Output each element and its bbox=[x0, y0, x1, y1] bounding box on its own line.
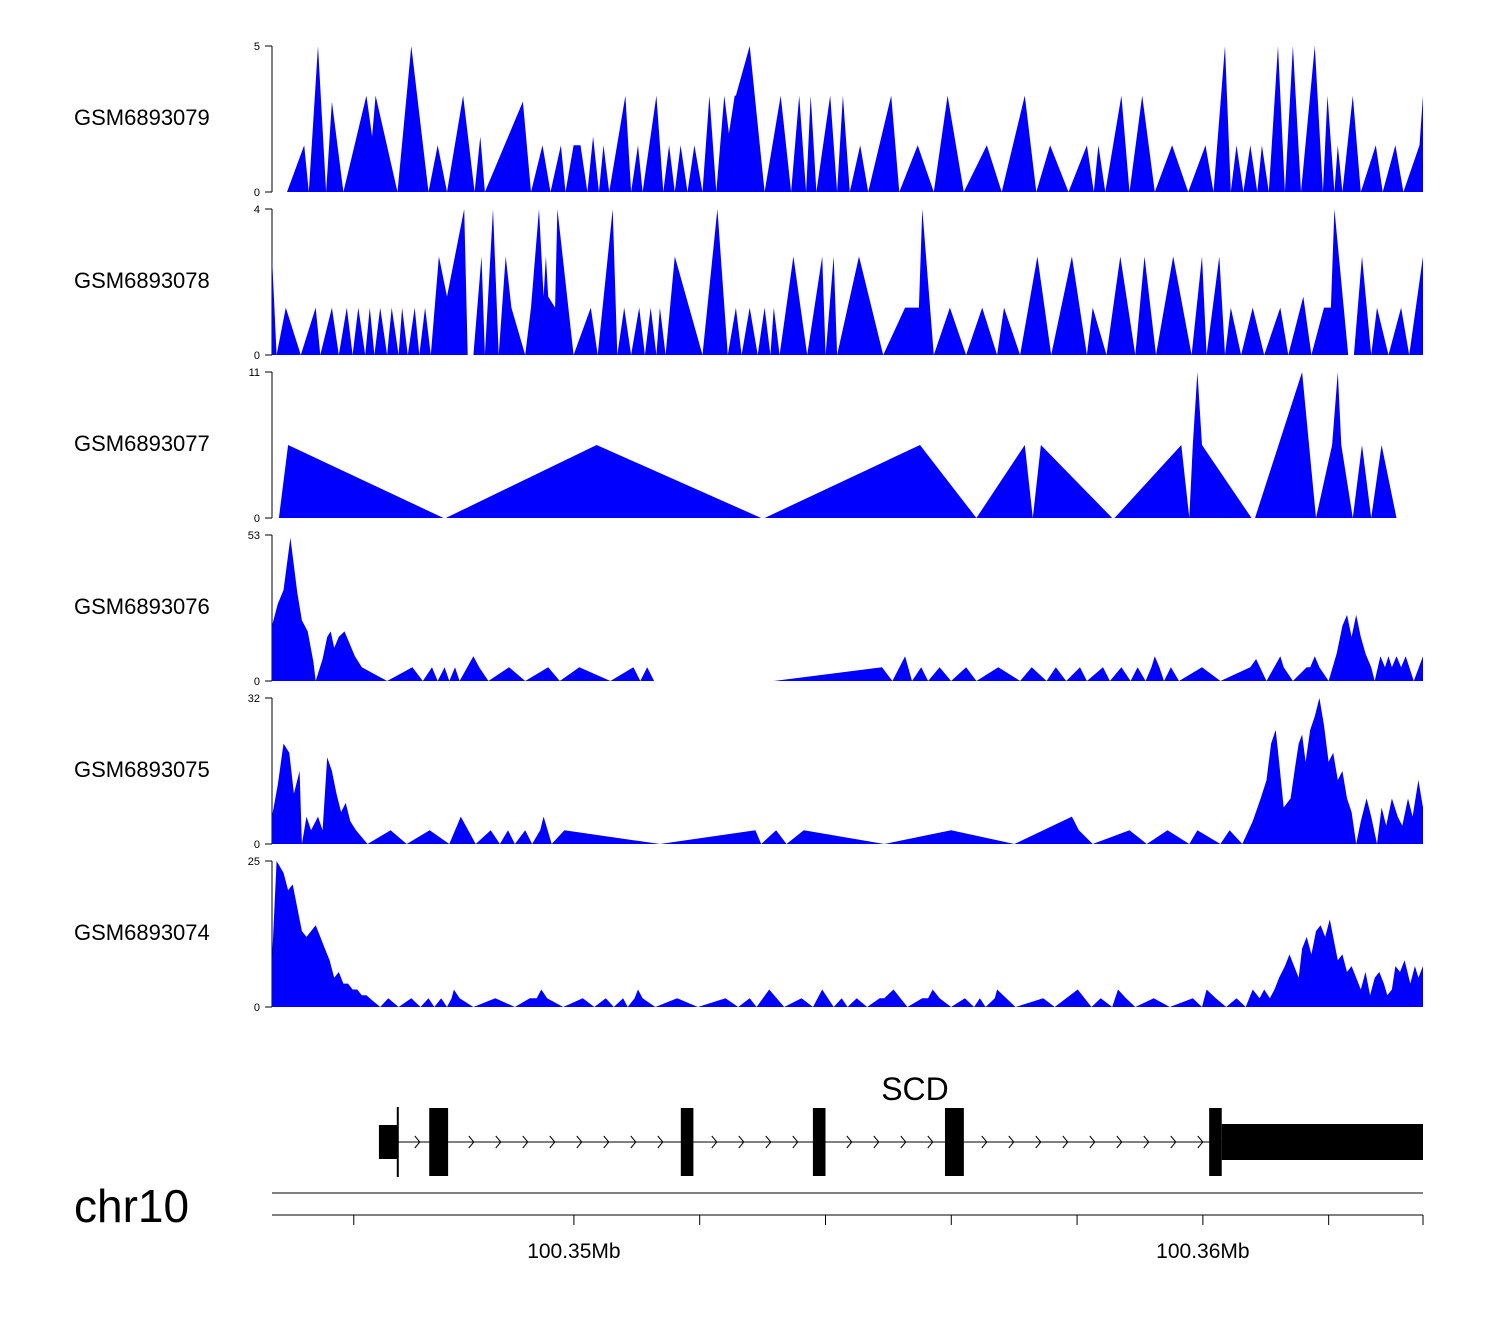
y-tick-label: 32 bbox=[248, 693, 260, 705]
strand-arrow bbox=[711, 1135, 718, 1149]
coverage-area bbox=[272, 209, 1423, 355]
strand-arrow bbox=[1116, 1135, 1123, 1149]
y-tick-label: 25 bbox=[248, 856, 260, 868]
y-tick-label: 0 bbox=[254, 513, 260, 525]
gene-exon bbox=[812, 1108, 826, 1176]
strand-arrow bbox=[738, 1135, 745, 1149]
gene-name-label: SCD bbox=[881, 1071, 949, 1107]
strand-arrow bbox=[549, 1135, 556, 1149]
y-tick-label: 0 bbox=[254, 839, 260, 851]
strand-arrow bbox=[1035, 1135, 1042, 1149]
strand-arrow bbox=[522, 1135, 529, 1149]
gene-exon bbox=[1209, 1108, 1222, 1176]
strand-arrow bbox=[414, 1135, 421, 1149]
strand-arrow bbox=[495, 1135, 502, 1149]
y-tick-label: 11 bbox=[249, 367, 260, 379]
coverage-area bbox=[278, 372, 1397, 518]
strand-arrow bbox=[900, 1135, 907, 1149]
strand-arrow bbox=[1062, 1135, 1069, 1149]
strand-arrow bbox=[1170, 1135, 1177, 1149]
gene-exon-utr bbox=[1221, 1124, 1423, 1160]
strand-arrow bbox=[657, 1135, 664, 1149]
y-tick-label: 0 bbox=[254, 350, 260, 362]
track-label: GSM6893079 bbox=[74, 105, 210, 130]
y-tick-label: 5 bbox=[254, 41, 260, 53]
strand-arrow bbox=[468, 1135, 475, 1149]
y-tick-label: 4 bbox=[254, 204, 260, 216]
strand-arrow bbox=[1197, 1135, 1204, 1149]
track-label: GSM6893077 bbox=[74, 431, 210, 456]
y-tick-label: 0 bbox=[254, 187, 260, 199]
x-tick-label: 100.35Mb bbox=[527, 1240, 620, 1263]
track-label: GSM6893075 bbox=[74, 757, 210, 782]
coverage-area bbox=[287, 46, 1423, 192]
gene-exon bbox=[680, 1108, 694, 1176]
strand-arrow bbox=[1008, 1135, 1015, 1149]
gene-exon bbox=[429, 1108, 449, 1176]
track-label: GSM6893074 bbox=[74, 920, 210, 945]
coverage-area bbox=[272, 861, 1423, 1007]
strand-arrow bbox=[765, 1135, 772, 1149]
y-tick-label: 53 bbox=[248, 530, 260, 542]
x-tick-label: 100.36Mb bbox=[1156, 1240, 1249, 1263]
strand-arrow bbox=[1143, 1135, 1150, 1149]
y-tick-label: 0 bbox=[254, 676, 260, 688]
strand-arrow bbox=[846, 1135, 853, 1149]
coverage-area bbox=[272, 537, 1423, 681]
coverage-area bbox=[272, 698, 1423, 844]
track-label: GSM6893076 bbox=[74, 594, 210, 619]
strand-arrow bbox=[1089, 1135, 1096, 1149]
track-label: GSM6893078 bbox=[74, 268, 210, 293]
strand-arrow bbox=[630, 1135, 637, 1149]
gene-exon bbox=[944, 1108, 964, 1176]
gene-exon bbox=[378, 1125, 398, 1159]
strand-arrow bbox=[603, 1135, 610, 1149]
chromosome-label: chr10 bbox=[74, 1180, 189, 1232]
y-tick-label: 0 bbox=[254, 1002, 260, 1014]
strand-arrow bbox=[576, 1135, 583, 1149]
strand-arrow bbox=[981, 1135, 988, 1149]
strand-arrow bbox=[792, 1135, 799, 1149]
strand-arrow bbox=[927, 1135, 934, 1149]
strand-arrow bbox=[873, 1135, 880, 1149]
